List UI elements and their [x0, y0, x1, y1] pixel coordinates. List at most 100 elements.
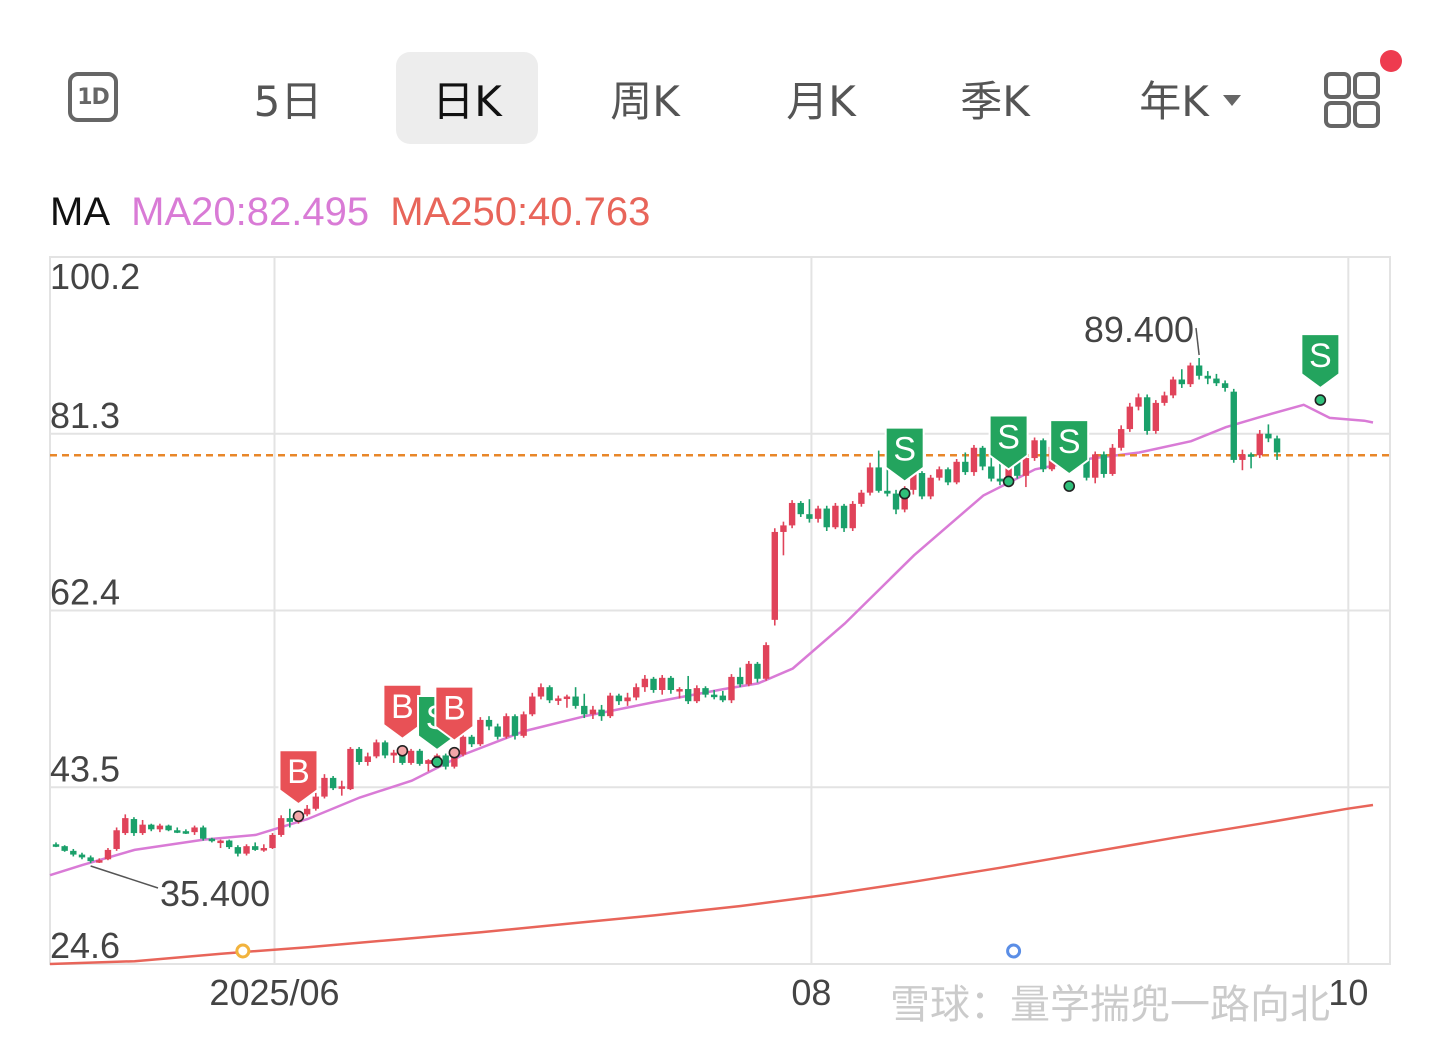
candle-body [745, 663, 752, 685]
candle-body [823, 508, 830, 528]
y-tick-label: 81.3 [50, 395, 120, 436]
candle-body [563, 696, 571, 700]
event-marker [1006, 943, 1022, 959]
candle-body [901, 489, 908, 510]
candle-body [251, 846, 259, 850]
candle-body [607, 695, 614, 717]
buy-signal-marker [434, 685, 475, 742]
signal-point [292, 810, 305, 823]
candle-body [234, 847, 242, 854]
buy-signal-label: B [391, 688, 414, 726]
signal-point [1063, 480, 1076, 492]
candle-body [260, 848, 268, 851]
candle-body [1014, 459, 1021, 476]
candle-body [96, 860, 103, 863]
chevron-down-icon [1222, 94, 1241, 106]
candle-body [858, 492, 865, 504]
candle-body [702, 688, 709, 695]
candle-body [581, 705, 588, 715]
ma-legend: MA MA20:82.495 MA250:40.763 [50, 190, 660, 235]
y-tick-label: 43.5 [50, 748, 120, 789]
tab-weekly-k[interactable]: 周K [610, 76, 680, 126]
candle-body [477, 719, 484, 745]
tab-5day[interactable]: 5日 [253, 76, 323, 126]
low-annotation: 35.400 [160, 873, 270, 914]
candle-body [988, 466, 995, 479]
high-annotation: 89.400 [1084, 309, 1194, 350]
candle-body [927, 477, 934, 497]
candle-body [866, 467, 874, 493]
candle-body [1247, 454, 1255, 457]
tab-yearly-k[interactable]: 年K [1110, 52, 1270, 144]
candle-body [1161, 395, 1168, 403]
candle-body [113, 830, 120, 849]
candle-body [676, 689, 683, 692]
candle-body [122, 818, 129, 834]
candle-body [407, 750, 415, 763]
candle-body [269, 834, 276, 849]
candle-body [373, 742, 380, 757]
candle-body [156, 825, 164, 830]
tab-monthly-k[interactable]: 月K [786, 76, 856, 126]
sell-signal-marker [884, 426, 925, 483]
candle-body [174, 830, 181, 833]
candle-body [52, 844, 60, 847]
buy-signal-label: B [287, 753, 310, 791]
candle-body [1100, 454, 1108, 474]
candle-body [832, 505, 839, 528]
candle-body [390, 752, 397, 756]
candle-body [1135, 397, 1142, 407]
candle-body [1256, 433, 1263, 456]
y-tick-label: 100.2 [50, 256, 140, 297]
tab-quarterly-k[interactable]: 季K [960, 76, 1030, 126]
x-tick-label: 10 [1328, 972, 1368, 1013]
candle-body [710, 694, 718, 698]
candle-body [364, 756, 371, 762]
candle-body [182, 831, 190, 834]
candle-body [1221, 383, 1229, 388]
candle-body [736, 676, 744, 685]
tab-daily-k[interactable]: 日K [396, 52, 538, 144]
candle-body [1213, 378, 1220, 384]
candle-body [589, 709, 597, 715]
candle-body [329, 777, 337, 789]
candle-body [503, 716, 510, 737]
buy-signal-label: B [443, 690, 466, 728]
candle-body [130, 819, 138, 834]
candle-body [70, 850, 77, 855]
sell-signal-marker [1049, 419, 1090, 476]
candle-body [303, 808, 311, 815]
candle-body [165, 825, 172, 831]
candle-body [1178, 379, 1185, 385]
candle-body [61, 846, 68, 851]
candle-body [1230, 391, 1237, 460]
low-leader-line [90, 865, 159, 889]
candle-body [226, 840, 233, 848]
candle-body [537, 687, 545, 697]
buy-signal-marker [382, 683, 423, 741]
candle-body [840, 505, 848, 529]
candle-body [1083, 458, 1090, 478]
candle-body [910, 473, 917, 490]
y-tick-label: 24.6 [50, 925, 120, 966]
candle-body [277, 818, 285, 835]
candle-body [338, 786, 345, 789]
candle-body [572, 696, 579, 706]
candle-body [468, 736, 475, 745]
candle-body [1265, 433, 1272, 439]
candle-body [555, 698, 562, 701]
signal-point [1002, 475, 1015, 488]
grid-icon[interactable] [1324, 72, 1380, 128]
candle-body [286, 818, 294, 822]
candle-body [667, 677, 675, 690]
one-day-icon[interactable]: 1D [68, 72, 118, 122]
candle-body [728, 676, 735, 701]
candle-body [719, 695, 727, 701]
candle-body [78, 854, 86, 858]
watermark: 雪球：量学揣兜一路向北 [890, 982, 1330, 1028]
candle-body [944, 469, 952, 483]
x-tick-label: 2025/06 [209, 972, 339, 1013]
sell-signal-label: S [1058, 423, 1081, 461]
candle-body [953, 461, 960, 483]
